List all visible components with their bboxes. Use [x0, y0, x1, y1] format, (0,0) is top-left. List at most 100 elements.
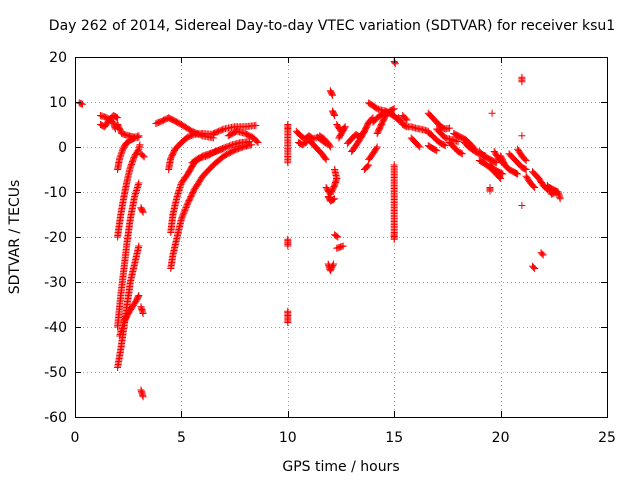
- y-tick-label: -30: [44, 275, 67, 291]
- data-point: [183, 202, 191, 210]
- data-point: [403, 116, 411, 124]
- data-point: [518, 78, 526, 86]
- data-point: [116, 154, 124, 162]
- data-point: [329, 261, 337, 269]
- data-point: [402, 115, 410, 123]
- x-tick-labels: 0 5 10 15 20 25: [71, 430, 616, 446]
- chart-title: Day 262 of 2014, Sidereal Day-to-day VTE…: [49, 18, 615, 34]
- data-point: [180, 208, 188, 216]
- data-point: [180, 209, 188, 217]
- data-point: [182, 204, 190, 212]
- data-point: [217, 145, 225, 153]
- data-point: [488, 109, 496, 117]
- data-point: [139, 310, 147, 317]
- y-tick-label: -50: [44, 365, 67, 381]
- data-point: [78, 100, 86, 108]
- x-tick-label: 20: [492, 430, 510, 446]
- y-tick-label: 0: [58, 140, 67, 156]
- data-point: [134, 293, 142, 301]
- data-point: [458, 150, 466, 158]
- data-point: [136, 141, 144, 149]
- data-point: [331, 195, 339, 203]
- data-point: [390, 105, 398, 113]
- data-point: [253, 137, 261, 145]
- x-axis-label: GPS time / hours: [282, 459, 399, 475]
- data-point: [254, 139, 262, 146]
- data-point: [139, 207, 147, 215]
- data-point: [530, 263, 538, 271]
- data-point: [373, 143, 381, 151]
- data-point: [178, 214, 186, 222]
- data-point: [117, 151, 125, 159]
- data-point: [390, 235, 398, 243]
- data-point: [531, 265, 539, 272]
- data-point: [446, 124, 454, 132]
- data-point: [499, 170, 507, 178]
- data-point: [513, 169, 521, 177]
- data-point: [539, 251, 547, 259]
- x-tick-label: 5: [177, 430, 186, 446]
- data-point: [389, 105, 397, 113]
- data-point: [514, 170, 522, 178]
- data-point: [213, 147, 221, 155]
- data-point: [214, 146, 222, 154]
- data-point: [219, 126, 227, 134]
- data-point: [330, 260, 338, 268]
- data-point: [416, 143, 424, 151]
- data-point: [211, 148, 219, 155]
- data-point: [135, 242, 143, 250]
- data-point: [454, 138, 462, 146]
- data-point: [552, 188, 560, 196]
- data-point: [518, 132, 526, 140]
- y-axis-label: SDTVAR / TECUs: [7, 180, 23, 295]
- data-point: [177, 215, 185, 223]
- data-point: [391, 60, 399, 68]
- data-point: [117, 150, 125, 158]
- data-point: [221, 143, 229, 151]
- data-point: [216, 146, 224, 154]
- data-point: [139, 208, 147, 216]
- data-point: [335, 134, 343, 142]
- data-point: [139, 152, 147, 160]
- data-point: [112, 113, 120, 121]
- data-point: [498, 169, 506, 177]
- data-point: [181, 205, 189, 213]
- data-point: [135, 179, 143, 187]
- data-point: [521, 165, 529, 173]
- data-point: [284, 319, 292, 326]
- x-tick-label: 10: [279, 430, 297, 446]
- y-tick-label: -20: [44, 230, 67, 246]
- data-point: [330, 195, 338, 203]
- data-point: [135, 292, 143, 299]
- data-point: [518, 202, 526, 209]
- data-point: [223, 143, 231, 151]
- data-point: [522, 166, 530, 173]
- data-point: [486, 187, 494, 195]
- data-point: [114, 114, 122, 122]
- data-point: [522, 157, 530, 164]
- y-tick-labels: -60 -50 -40 -30 -20 -10 0 10 20: [44, 50, 67, 426]
- y-tick-label: 10: [49, 95, 67, 111]
- data-point: [322, 156, 330, 164]
- data-point: [440, 141, 448, 149]
- data-point: [334, 233, 342, 241]
- y-tick-label: -40: [44, 320, 67, 336]
- data-point: [538, 250, 546, 258]
- data-point: [321, 154, 329, 162]
- data-point: [116, 153, 124, 161]
- data-point: [326, 142, 334, 150]
- x-tick-label: 0: [71, 430, 80, 446]
- data-point: [284, 242, 292, 250]
- data-point: [226, 142, 234, 150]
- data-point: [339, 242, 347, 250]
- x-tick-label: 15: [385, 430, 403, 446]
- data-point: [433, 147, 441, 155]
- data-point: [219, 145, 227, 152]
- data-point: [227, 141, 235, 149]
- data-point: [135, 133, 143, 141]
- data-point: [118, 148, 126, 156]
- data-point: [333, 232, 341, 240]
- data-point: [252, 121, 260, 129]
- data-point: [491, 158, 499, 166]
- data-point: [284, 159, 292, 167]
